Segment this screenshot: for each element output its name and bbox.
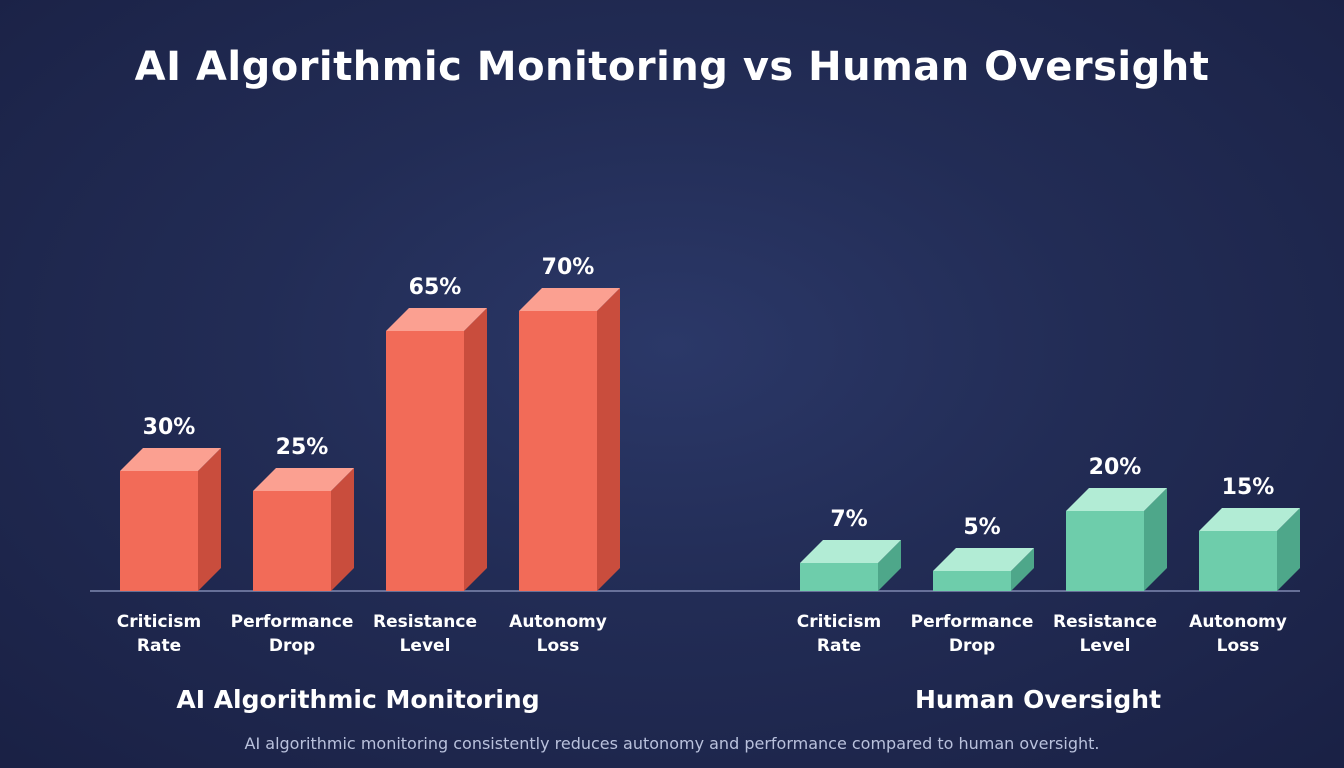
bar-side-face <box>198 448 221 591</box>
data-label: 25% <box>276 435 329 460</box>
bar <box>933 571 1011 591</box>
tick-label: Criticism <box>797 612 881 632</box>
bar-top-face <box>120 448 221 471</box>
tick-label: Level <box>1080 636 1131 656</box>
bar <box>120 471 198 591</box>
data-label: 20% <box>1089 455 1142 480</box>
bar-top-face <box>933 548 1034 571</box>
chart-caption: AI algorithmic monitoring consistently r… <box>244 734 1100 753</box>
bar <box>519 311 597 591</box>
bar-top-face <box>519 288 620 311</box>
tick-label: Performance <box>911 612 1034 632</box>
group-label: Human Oversight <box>915 685 1161 714</box>
tick-label: Loss <box>537 636 580 656</box>
bar-top-face <box>1066 488 1167 511</box>
bar-top-face <box>800 540 901 563</box>
tick-label: Performance <box>231 612 354 632</box>
bar-side-face <box>597 288 620 591</box>
bar-side-face <box>878 540 901 591</box>
bar-top-face <box>253 468 354 491</box>
bar <box>386 331 464 591</box>
bar <box>1066 511 1144 591</box>
bar-side-face <box>1144 488 1167 591</box>
bars-layer: 30% Criticism Rate 25% Performance Drop 65% Res… <box>117 255 1300 714</box>
tick-label: Resistance <box>373 612 477 632</box>
tick-label: Loss <box>1217 636 1260 656</box>
data-label: 65% <box>409 275 462 300</box>
tick-label: Drop <box>949 636 995 656</box>
bar-group-1: 7% Criticism Rate 5% Performance Drop 20% Resis… <box>797 455 1300 714</box>
tick-label: Resistance <box>1053 612 1157 632</box>
bar-side-face <box>1277 508 1300 591</box>
bar <box>1199 531 1277 591</box>
bar-top-face <box>1199 508 1300 531</box>
group-label: AI Algorithmic Monitoring <box>176 685 539 714</box>
bar-side-face <box>464 308 487 591</box>
tick-label: Drop <box>269 636 315 656</box>
data-label: 7% <box>830 507 867 532</box>
bar <box>800 563 878 591</box>
tick-label: Criticism <box>117 612 201 632</box>
bar-top-face <box>386 308 487 331</box>
chart-title: AI Algorithmic Monitoring vs Human Overs… <box>134 44 1210 90</box>
bar <box>253 491 331 591</box>
tick-label: Autonomy <box>1189 612 1287 632</box>
bar-side-face <box>1011 548 1034 591</box>
tick-label: Rate <box>137 636 181 656</box>
data-label: 70% <box>542 255 595 280</box>
data-label: 15% <box>1222 475 1275 500</box>
tick-label: Autonomy <box>509 612 607 632</box>
data-label: 5% <box>963 515 1000 540</box>
tick-label: Level <box>400 636 451 656</box>
tick-label: Rate <box>817 636 861 656</box>
data-label: 30% <box>143 415 196 440</box>
bar-group-0: 30% Criticism Rate 25% Performance Drop 65% Res… <box>117 255 620 714</box>
bar-side-face <box>331 468 354 591</box>
